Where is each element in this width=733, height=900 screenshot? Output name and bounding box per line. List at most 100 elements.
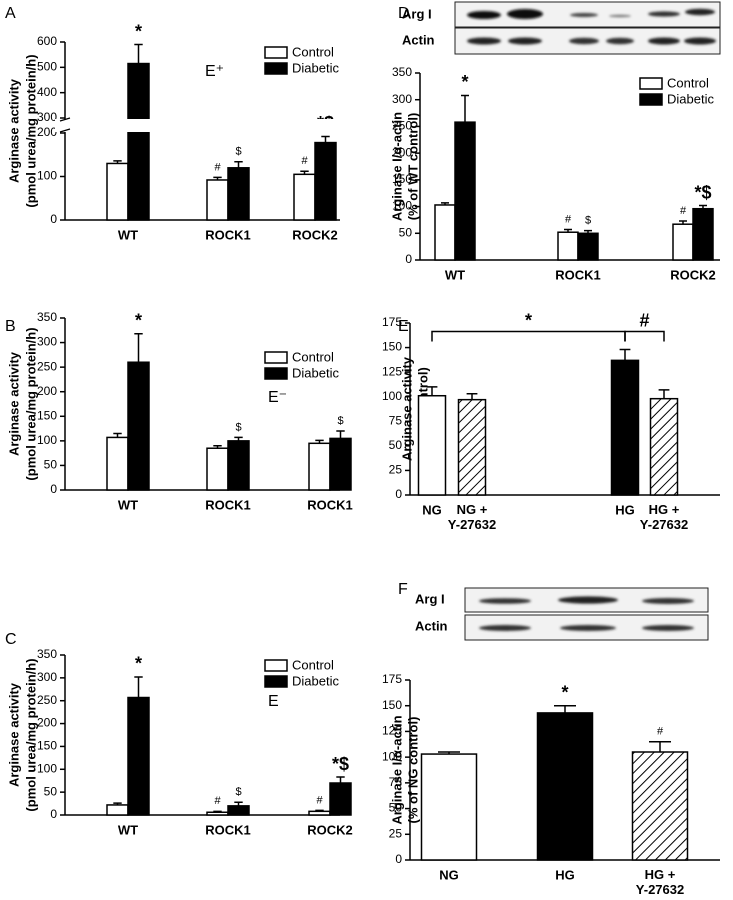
y-axis-label: (% of WT control)	[405, 113, 420, 221]
y-tick-label: 200	[37, 716, 57, 730]
significance-marker: #	[301, 155, 308, 167]
y-tick-label: 200	[392, 145, 412, 159]
legend-label: Diabetic	[292, 673, 339, 688]
legend-swatch	[264, 46, 288, 59]
x-tick-label: ROCK1	[555, 267, 601, 282]
inset-label: E⁻	[268, 389, 287, 406]
bar	[227, 440, 250, 491]
error-bar	[113, 802, 122, 805]
bar	[127, 62, 150, 221]
bar	[308, 442, 331, 491]
y-axis-label: Arginase I/α-actin	[389, 112, 404, 221]
error-bar	[461, 94, 469, 123]
y-tick-label: 0	[395, 487, 402, 501]
y-tick-label: 250	[37, 359, 57, 373]
y-tick-label: 100	[37, 433, 57, 447]
x-tick-label: HG + Y-27632	[640, 502, 688, 532]
error-bar	[315, 439, 324, 444]
significance-marker: $	[235, 421, 241, 433]
x-tick-label: ROCK2	[670, 267, 716, 282]
y-tick-label: 0	[405, 252, 412, 266]
blot-bands	[467, 8, 716, 45]
bar	[417, 394, 447, 496]
error-bar	[679, 220, 687, 225]
inset-label: E	[268, 693, 279, 710]
label-line: Y-27632	[640, 517, 688, 532]
label-line: HG +	[649, 502, 680, 517]
y-axis-label: (% of NG control)	[405, 717, 420, 824]
error-bar	[113, 160, 122, 164]
legend-label: Control	[292, 657, 334, 672]
blot-label: Actin	[415, 618, 448, 633]
error-bar	[584, 229, 592, 234]
blot-label: Arg I	[402, 6, 432, 21]
y-tick-label: 350	[37, 647, 57, 661]
y-tick-label: 300	[37, 335, 57, 349]
y-axis-label: Arginase activity	[6, 351, 21, 456]
y-tick-label: 300	[392, 92, 412, 106]
panel-label: C	[5, 631, 17, 648]
western-blot	[454, 1, 721, 55]
bar	[329, 437, 352, 491]
x-tick-label: NG	[422, 502, 442, 517]
y-tick-label: 250	[392, 119, 412, 133]
y-axis-label: Arginase activity	[6, 682, 21, 787]
y-tick-label: 50	[44, 458, 58, 472]
y-tick-label: 150	[382, 698, 402, 712]
y-tick-label: 125	[382, 724, 402, 738]
y-tick-label: 150	[37, 739, 57, 753]
bar	[127, 696, 150, 816]
error-bar	[438, 751, 460, 755]
bar	[631, 751, 689, 861]
x-tick-label: ROCK1	[307, 497, 353, 512]
error-bar	[336, 430, 345, 439]
legend-label: Diabetic	[292, 365, 339, 380]
y-tick-label: 150	[392, 172, 412, 186]
legend-swatch	[264, 675, 288, 688]
y-tick-label: 350	[392, 65, 412, 79]
y-tick-label: 400	[37, 85, 57, 99]
bar	[420, 753, 478, 861]
legend-swatch	[264, 367, 288, 380]
blot-label: Actin	[402, 32, 435, 47]
bar	[457, 398, 487, 496]
y-tick-label: 25	[389, 826, 403, 840]
bracket-label: *	[525, 310, 532, 330]
y-axis-label: (pmol urea/mg protein/h)	[23, 327, 38, 480]
bar	[692, 207, 714, 261]
y-tick-label: 100	[382, 389, 402, 403]
y-tick-label: 25	[389, 463, 403, 477]
x-tick-label: NG	[439, 867, 459, 882]
y-tick-label: 0	[50, 807, 57, 821]
legend-label: Diabetic	[292, 60, 339, 75]
bar	[106, 436, 129, 491]
error-bar	[466, 393, 478, 400]
bar	[557, 231, 579, 261]
legend-swatch	[639, 77, 663, 90]
y-tick-label: 50	[44, 784, 58, 798]
label-line: Y-27632	[448, 517, 496, 532]
x-tick-label: HG	[615, 502, 635, 517]
y-tick-label: 100	[37, 761, 57, 775]
x-tick-label: WT	[445, 267, 465, 282]
error-bar	[134, 676, 143, 698]
legend-swatch	[264, 351, 288, 364]
y-tick-label: 300	[37, 670, 57, 684]
y-tick-label: 175	[382, 672, 402, 686]
y-axis-label: Arginase activity	[6, 78, 21, 183]
y-tick-label: 175	[382, 315, 402, 329]
y-axis-label: (pmol urea/mg protein/h)	[23, 658, 38, 811]
y-tick-label: 150	[382, 340, 402, 354]
legend-swatch	[264, 659, 288, 672]
bar	[610, 359, 640, 496]
error-bar	[134, 43, 143, 64]
axis-break-mark	[59, 117, 71, 133]
bar	[672, 223, 694, 261]
y-tick-label: 100	[382, 749, 402, 763]
significance-marker: #	[316, 794, 323, 806]
legend-swatch	[264, 62, 288, 75]
error-bar	[134, 332, 143, 363]
error-bar	[336, 776, 345, 783]
